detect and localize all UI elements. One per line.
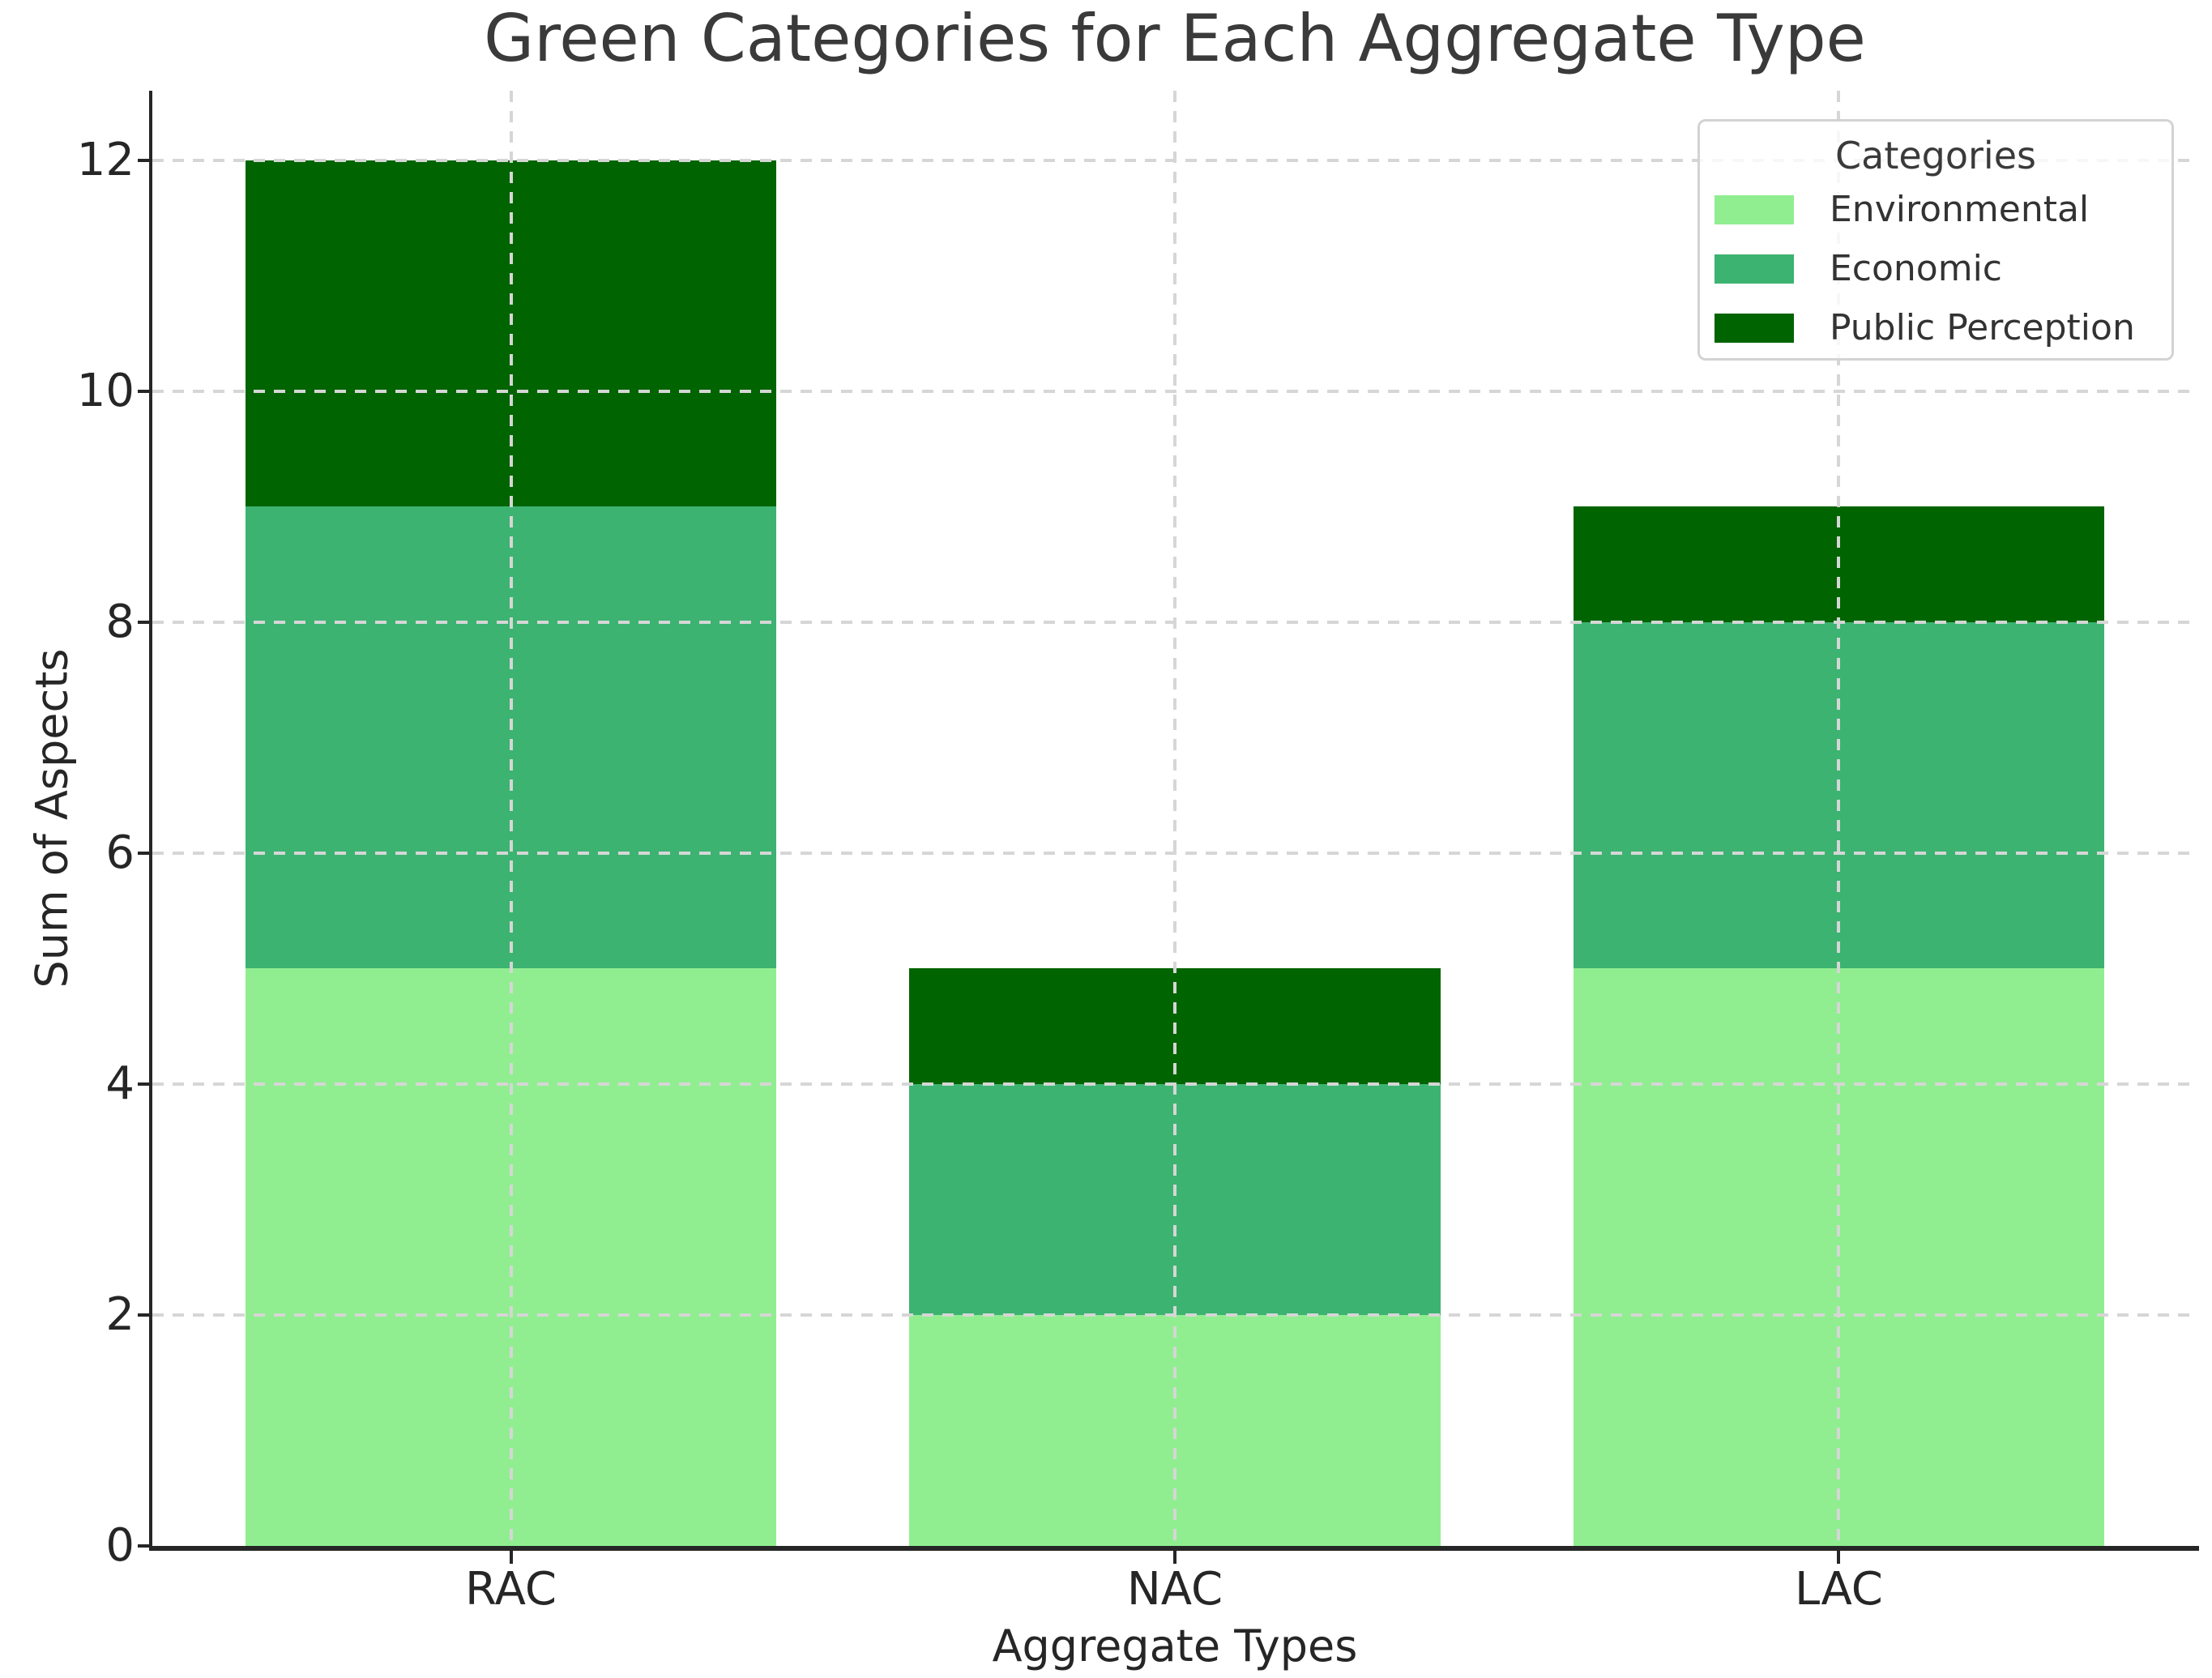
y-tick-label-10: 10 <box>76 364 135 417</box>
x-tick-rac <box>509 1551 513 1564</box>
y-tick-2 <box>138 1313 152 1317</box>
y-tick-label-12: 12 <box>76 133 135 186</box>
gridline-x-lac <box>1837 91 1841 1546</box>
x-tick-label-rac: RAC <box>464 1563 557 1616</box>
legend-swatch-economic <box>1715 254 1794 284</box>
y-tick-label-2: 2 <box>105 1287 135 1341</box>
y-tick-4 <box>138 1082 152 1086</box>
y-axis-spine <box>149 91 152 1551</box>
legend-swatch-public-perception <box>1715 313 1794 343</box>
x-tick-lac <box>1837 1551 1841 1564</box>
legend-item-economic: Economic <box>1700 239 2171 298</box>
x-axis-label: Aggregate Types <box>992 1620 1358 1672</box>
legend-label-economic: Economic <box>1830 248 2002 289</box>
y-tick-8 <box>138 620 152 624</box>
y-tick-0 <box>138 1544 152 1548</box>
legend: Categories Environmental Economic Public P… <box>1697 119 2174 361</box>
legend-title: Categories <box>1835 134 2036 177</box>
legend-item-environmental: Environmental <box>1700 180 2171 239</box>
x-tick-label-nac: NAC <box>1126 1563 1223 1616</box>
y-tick-label-8: 8 <box>105 595 135 648</box>
y-tick-12 <box>138 158 152 162</box>
legend-swatch-environmental <box>1715 194 1794 224</box>
legend-item-public-perception: Public Perception <box>1700 298 2171 357</box>
chart-title: Green Categories for Each Aggregate Type <box>484 1 1866 76</box>
y-tick-10 <box>138 389 152 393</box>
x-tick-nac <box>1173 1551 1176 1564</box>
x-axis-spine <box>149 1546 2199 1551</box>
gridline-x-rac <box>509 91 513 1546</box>
legend-label-public-perception: Public Perception <box>1830 307 2135 348</box>
x-tick-label-lac: LAC <box>1795 1563 1883 1616</box>
legend-label-environmental: Environmental <box>1830 189 2090 230</box>
y-tick-label-4: 4 <box>105 1057 135 1110</box>
gridline-x-nac <box>1173 91 1176 1546</box>
y-tick-label-0: 0 <box>105 1519 135 1572</box>
y-tick-6 <box>138 851 152 855</box>
y-tick-label-6: 6 <box>105 826 135 879</box>
y-axis-label: Sum of Aspects <box>26 648 78 988</box>
